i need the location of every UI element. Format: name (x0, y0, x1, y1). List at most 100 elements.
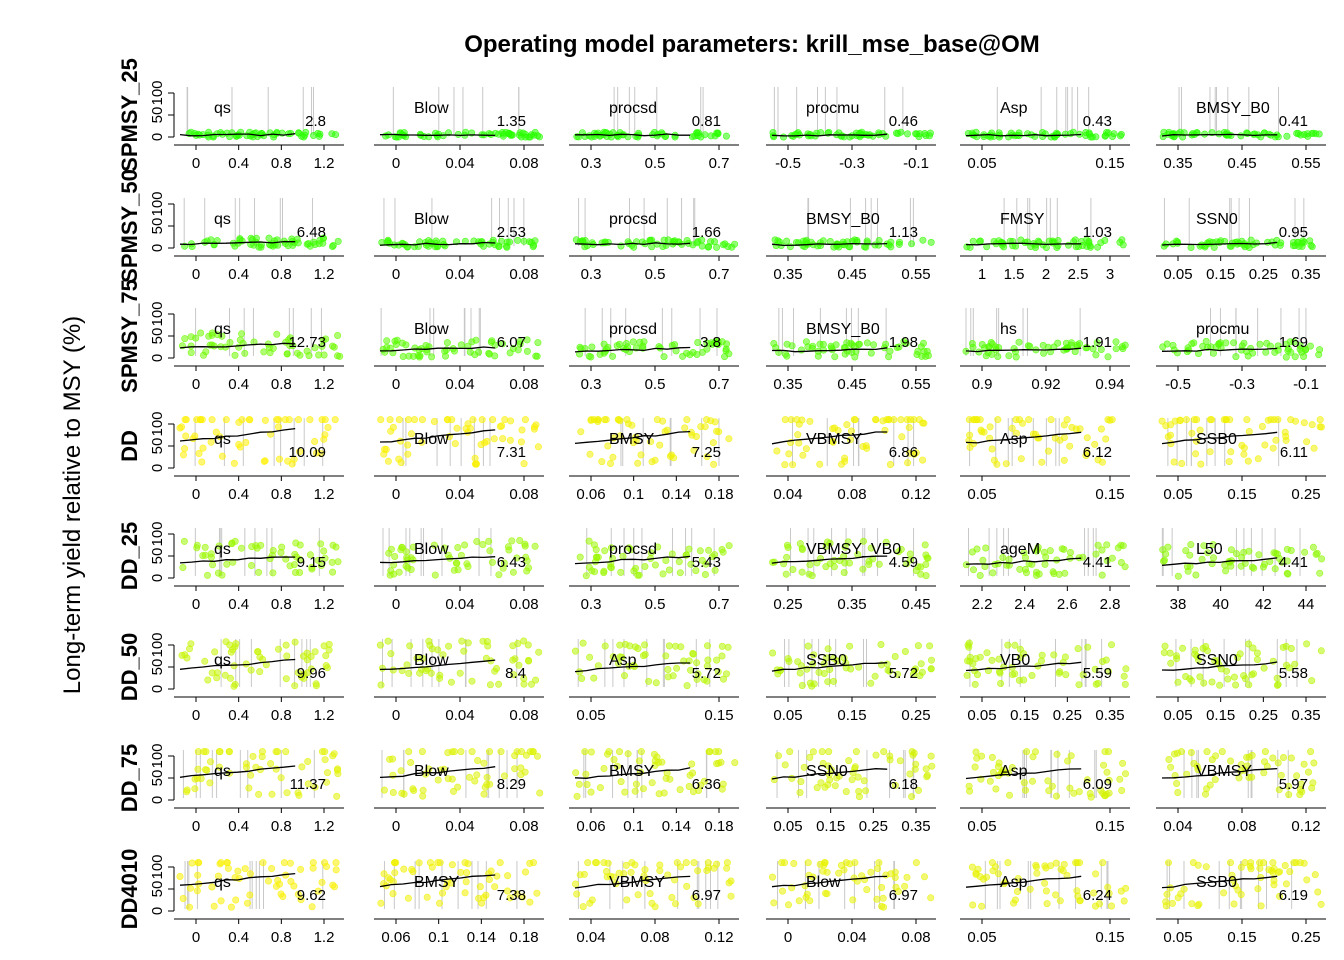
data-point (585, 563, 593, 571)
panel: 0.3 0.5 0.7 procsd 5.43 (569, 528, 739, 613)
data-point (495, 242, 503, 250)
data-point (676, 569, 684, 577)
data-point (404, 441, 412, 449)
data-point (912, 859, 920, 867)
data-point (1010, 345, 1018, 353)
data-point (1167, 421, 1175, 429)
data-point (978, 340, 986, 348)
data-point (435, 899, 443, 907)
y-tick-label: 0 (149, 464, 166, 472)
x-tick-label: 0.15 (1095, 818, 1124, 835)
data-point (201, 551, 209, 559)
data-point (963, 243, 971, 251)
data-point (875, 560, 883, 568)
data-point (194, 748, 202, 756)
x-tick-label: 0.8 (271, 376, 292, 393)
data-point (660, 353, 668, 361)
x-tick-label: 0.35 (1291, 707, 1320, 724)
data-point (927, 894, 935, 902)
data-point (601, 642, 609, 650)
data-point (1067, 341, 1075, 349)
data-point (1122, 665, 1130, 673)
data-point (1300, 352, 1308, 360)
data-point (416, 669, 424, 677)
x-tick-label: 2.5 (1068, 266, 1089, 283)
x-tick-label: 0.04 (445, 596, 474, 613)
data-point (855, 340, 863, 348)
data-point (1188, 900, 1196, 908)
data-point (1186, 551, 1194, 559)
data-point (490, 435, 498, 443)
panel-value-label: 6.43 (497, 554, 526, 571)
x-tick-label: 44 (1298, 596, 1315, 613)
data-point (622, 339, 630, 347)
data-point (1047, 133, 1055, 141)
data-point (1173, 652, 1181, 660)
data-point (1253, 655, 1261, 663)
data-point (1067, 548, 1075, 556)
trend-line (771, 242, 888, 247)
data-point (790, 859, 798, 867)
data-point (783, 237, 791, 245)
data-point (513, 748, 521, 756)
x-tick-label: 0.8 (271, 596, 292, 613)
data-point (176, 424, 184, 432)
data-point (1316, 416, 1324, 424)
data-point (1052, 891, 1060, 899)
data-point (1032, 571, 1040, 579)
data-point (481, 439, 489, 447)
panel-parameter-label: qs (214, 211, 231, 228)
data-point (1043, 900, 1051, 908)
data-point (711, 418, 719, 426)
data-point (398, 543, 406, 551)
data-point (188, 859, 196, 867)
x-tick-label: 0.35 (773, 376, 802, 393)
x-tick-label: 0.08 (509, 818, 538, 835)
x-tick-label: 0.18 (704, 486, 733, 503)
data-point (683, 349, 691, 357)
data-point (272, 748, 280, 756)
data-point (577, 428, 585, 436)
data-point (873, 895, 881, 903)
data-point (1062, 671, 1070, 679)
data-point (1253, 239, 1261, 247)
y-tick-label: 0 (149, 685, 166, 693)
data-point (269, 546, 277, 554)
data-point (387, 650, 395, 658)
data-point (291, 568, 299, 576)
panel-parameter-label: Blow (414, 321, 449, 338)
data-point (249, 752, 257, 760)
data-point (1053, 750, 1061, 758)
x-tick-label: 0.35 (1291, 266, 1320, 283)
data-point (903, 873, 911, 881)
data-point (851, 353, 859, 361)
data-point (523, 336, 531, 344)
y-tick-label: 0 (149, 907, 166, 915)
data-point (576, 553, 584, 561)
data-point (1240, 339, 1248, 347)
data-point (406, 642, 414, 650)
data-point (586, 653, 594, 661)
data-point (804, 642, 812, 650)
data-point (1044, 777, 1052, 785)
data-point (1173, 779, 1181, 787)
data-point (969, 566, 977, 574)
data-point (637, 748, 645, 756)
x-tick-label: 1 (978, 266, 986, 283)
data-point (200, 351, 208, 359)
data-point (1041, 560, 1049, 568)
data-point (213, 130, 221, 138)
data-point (521, 542, 529, 550)
data-point (393, 336, 401, 344)
data-point (1199, 644, 1207, 652)
data-point (824, 781, 832, 789)
data-point (1314, 888, 1322, 896)
data-point (227, 903, 235, 911)
data-point (517, 764, 525, 772)
data-point (441, 242, 449, 250)
data-point (673, 859, 681, 867)
data-point (874, 864, 882, 872)
data-point (274, 645, 282, 653)
data-point (205, 332, 213, 340)
